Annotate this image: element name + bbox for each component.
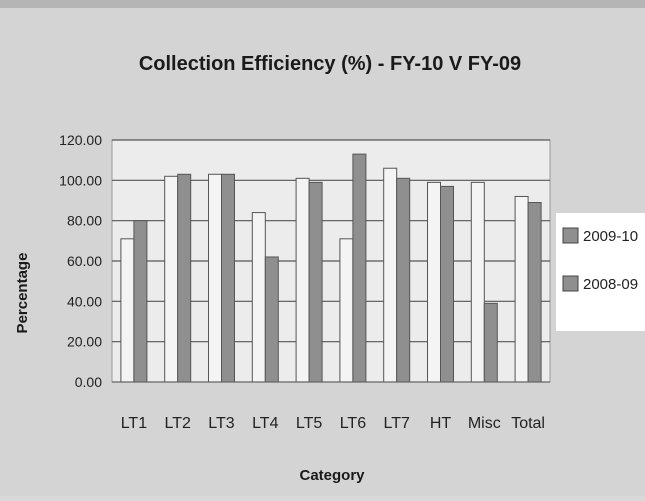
bar-2009-10-lt6: [339, 238, 354, 383]
bar-2008-09-total: [527, 202, 542, 383]
bar-2009-10-misc: [470, 181, 485, 383]
x-tick-label: LT3: [208, 415, 234, 432]
bar-2008-09-misc: [483, 302, 498, 383]
bar-2008-09-lt6: [352, 153, 367, 383]
y-tick-label: 100.00: [59, 172, 102, 188]
x-tick-label: LT2: [165, 415, 191, 432]
collection-efficiency-chart: Collection Efficiency (%) - FY-10 V FY-0…: [14, 53, 645, 484]
x-tick-label: LT1: [121, 415, 147, 432]
x-tick-label: Total: [511, 415, 545, 432]
bar-2009-10-lt1: [120, 238, 135, 383]
bar-2009-10-lt3: [208, 173, 222, 383]
x-tick-label: LT7: [384, 415, 410, 432]
bar-2009-10-total: [514, 195, 529, 383]
bar-2008-09-lt5: [308, 181, 323, 383]
x-tick-label: LT4: [252, 415, 278, 432]
legend: 2009-10 2008-09: [556, 213, 645, 331]
y-axis-title: Percentage: [14, 253, 31, 334]
bar-2008-09-lt3: [221, 173, 235, 383]
y-tick-label: 80.00: [67, 213, 102, 229]
bar-2008-09-ht: [440, 185, 454, 383]
bar-2008-09-lt2: [177, 173, 192, 383]
legend-swatch: [562, 275, 579, 292]
y-tick-label: 0.00: [75, 374, 102, 390]
legend-label: 2009-10: [583, 228, 638, 245]
bar-2009-10-lt2: [164, 175, 179, 383]
bar-2009-10-lt5: [295, 177, 310, 383]
plot-area: 0.00 20.00 40.00 60.00 80.00 100.00 120.00 LT1 L…: [59, 132, 551, 432]
chart-title: Collection Efficiency (%) - FY-10 V FY-0…: [139, 53, 521, 75]
bar-2009-10-ht: [427, 181, 441, 383]
y-tick-label: 60.00: [67, 253, 102, 269]
legend-swatch: [562, 227, 579, 244]
x-tick-label: LT5: [296, 415, 322, 432]
legend-label: 2008-09: [583, 276, 638, 293]
bar-2009-10-lt7: [383, 167, 398, 383]
y-tick-label: 120.00: [59, 132, 102, 148]
x-axis-title: Category: [299, 467, 365, 484]
bar-2009-10-lt4: [251, 212, 266, 383]
bar-2008-09-lt1: [133, 220, 148, 383]
x-tick-label: Misc: [468, 415, 501, 432]
bar-2008-09-lt4: [264, 256, 279, 383]
y-tick-label: 20.00: [67, 334, 102, 350]
x-tick-label: HT: [430, 415, 452, 432]
y-tick-label: 40.00: [67, 293, 102, 309]
x-tick-label: LT6: [340, 415, 366, 432]
bar-2008-09-lt7: [396, 177, 411, 383]
